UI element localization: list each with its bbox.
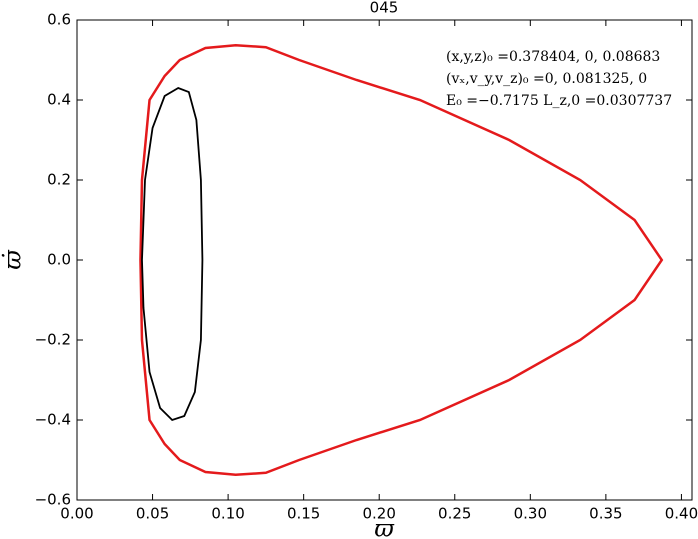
annotation: (vₓ,v_y,v_z)₀ =0, 0.081325, 0 <box>446 71 647 87</box>
x-tick-label: 0.40 <box>665 505 698 523</box>
y-tick-label: −0.6 <box>35 491 71 509</box>
x-tick-label: 0.05 <box>136 505 169 523</box>
annotation: (x,y,z)₀ =0.378404, 0, 0.08683 <box>446 49 660 65</box>
x-tick-label: 0.10 <box>211 505 244 523</box>
y-tick-label: −0.2 <box>35 331 71 349</box>
x-tick-label: 0.30 <box>514 505 547 523</box>
y-tick-label: 0.2 <box>47 171 71 189</box>
y-tick-label: −0.4 <box>35 411 71 429</box>
x-tick-label: 0.25 <box>438 505 471 523</box>
y-axis-label: ϖ̇ <box>0 249 27 270</box>
y-tick-label: 0.6 <box>47 11 71 29</box>
annotation: E₀ =−0.7175 L_z,0 =0.0307737 <box>446 93 672 109</box>
x-tick-label: 0.35 <box>589 505 622 523</box>
chart-title: 045 <box>370 0 399 17</box>
x-tick-label: 0.20 <box>363 505 396 523</box>
plot-frame <box>76 19 693 501</box>
y-tick-label: 0.0 <box>47 251 71 269</box>
x-tick-label: 0.00 <box>60 505 93 523</box>
series-line <box>139 43 664 477</box>
y-tick-label: 0.4 <box>47 91 71 109</box>
x-axis-label: ϖ <box>374 515 395 539</box>
x-tick-label: 0.15 <box>287 505 320 523</box>
series-line <box>141 87 204 422</box>
